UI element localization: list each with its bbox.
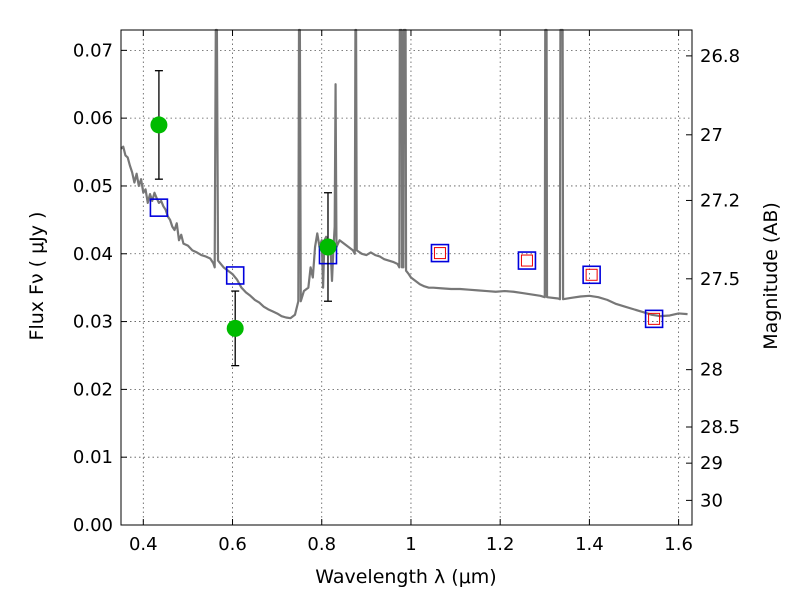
model-band-marker [225,266,245,285]
y-right-tick-label: 28 [700,360,723,381]
model-spectrum-line [120,28,688,320]
model-band-marker [582,265,601,285]
x-tick-label: 1 [405,534,416,555]
y-tick-label: 0.00 [73,515,113,536]
model-band-inner-marker [520,254,533,267]
y-right-tick-label: 30 [700,490,723,511]
y-right-tick-label: 26.8 [700,46,740,67]
observed-point [150,116,168,134]
axes-layer: 0.4 0.6 0.8 1 1.2 1.4 1.6 0.00 0.01 0.02 0.03 0.04 0… [73,29,740,555]
model-band-marker [517,251,537,270]
y-right-tick-label: 27.5 [700,269,740,290]
model-band-marker [430,243,450,263]
model-band-inner-marker [585,268,598,281]
y-axis-label-right: Magnitude (AB) [760,202,782,350]
model-band-inner-marker [433,247,446,260]
x-tick-label: 0.4 [129,534,158,555]
y-tick-label: 0.03 [73,312,113,333]
model-band-inner-marker [648,312,661,325]
y-axis-label: Flux Fν ( μJy ) [26,212,48,341]
model-band-marker [644,309,664,329]
observed-point [319,238,337,256]
observed-point [226,319,244,337]
y-tick-label: 0.01 [73,447,113,468]
y-right-tick-label: 27.2 [700,190,740,211]
y-tick-label: 0.04 [73,244,113,265]
y-tick-label: 0.02 [73,379,113,400]
y-right-tick-label: 27 [700,125,723,146]
model-band-marker [149,198,169,217]
y-tick-label: 0.06 [73,108,113,129]
y-tick-label: 0.05 [73,176,113,197]
x-tick-label: 1.4 [575,534,604,555]
axes-frame [120,29,693,526]
y-right-tick-label: 29 [700,453,723,474]
x-tick-label: 0.6 [218,534,247,555]
x-tick-label: 1.6 [664,534,693,555]
grid-layer [121,30,692,526]
x-axis-label: Wavelength λ (μm) [315,566,496,588]
plot-layer [120,28,688,367]
y-right-tick-label: 28.5 [700,417,740,438]
x-tick-label: 0.8 [307,534,336,555]
y-tick-label: 0.07 [73,40,113,61]
x-tick-label: 1.2 [486,534,515,555]
